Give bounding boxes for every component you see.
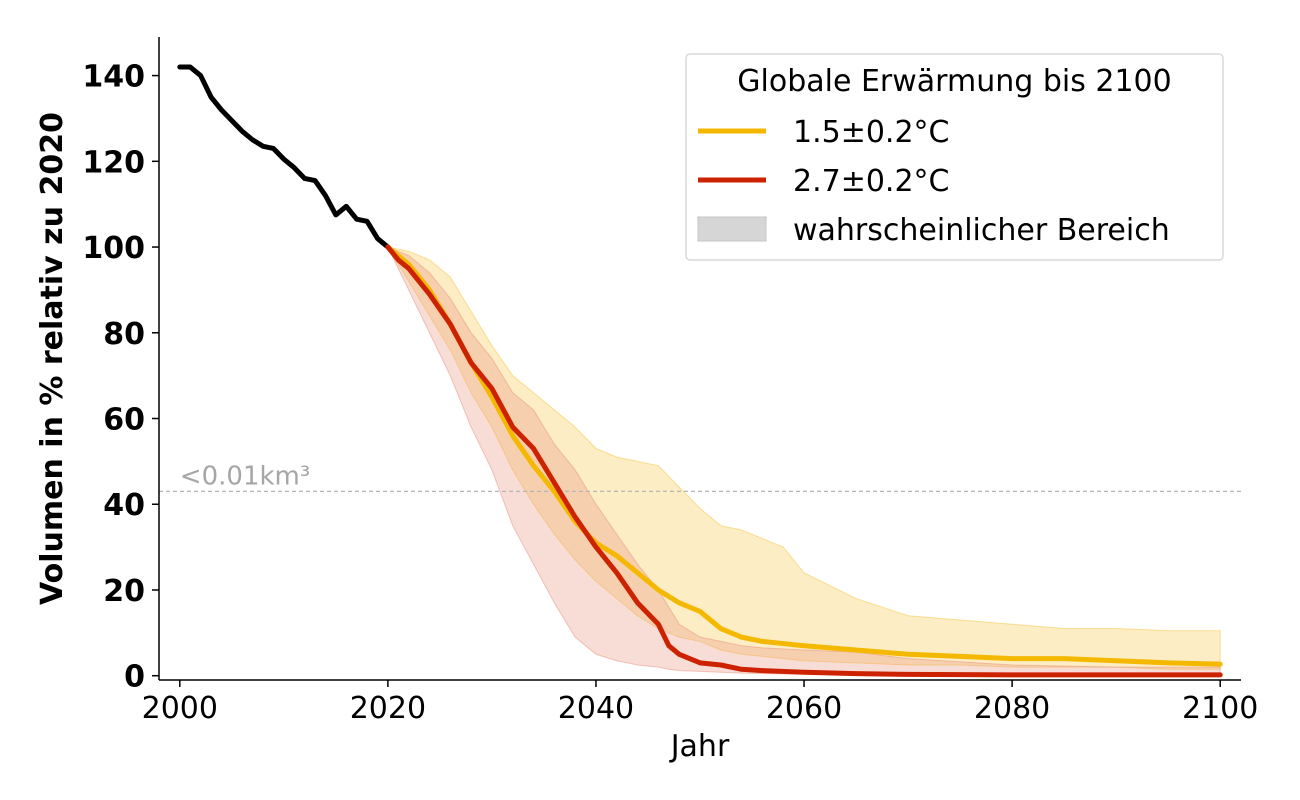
x-tick-label: 2000 xyxy=(142,691,218,726)
band-series-2 xyxy=(386,246,1221,676)
x-tick-label: 2060 xyxy=(766,691,842,726)
legend-label-1: 1.5±0.2°C xyxy=(793,115,950,150)
axes: 2000 2020 2040 2060 2080 2100 020406080100120… xyxy=(35,37,1258,764)
confidence-bands xyxy=(386,246,1221,676)
legend-box xyxy=(685,53,1224,261)
series-lines xyxy=(177,64,1223,678)
x-tick-label: 2040 xyxy=(558,691,634,726)
line-series-2 xyxy=(385,244,1223,678)
y-axis-ticks: 0 20 40 60 80 100 120 140 xyxy=(82,60,159,695)
y-tick-label: 0 xyxy=(124,660,145,695)
x-axis-ticks: 2000 2020 2040 2060 2080 2100 xyxy=(142,680,1258,726)
y-tick-label: 140 xyxy=(82,60,145,95)
y-tick-label: 60 xyxy=(103,403,145,438)
band-series-1 xyxy=(386,246,1221,670)
line-series-1 xyxy=(385,244,1223,667)
line-historical xyxy=(177,64,391,250)
y-tick-label: 120 xyxy=(82,145,145,180)
legend-label-2: 2.7±0.2°C xyxy=(793,164,950,199)
y-tick-label: 80 xyxy=(103,317,145,352)
legend-swatch-3 xyxy=(697,216,767,242)
x-tick-label: 2100 xyxy=(1182,691,1258,726)
x-axis-title: Jahr xyxy=(669,729,730,764)
x-tick-label: 2080 xyxy=(974,691,1050,726)
y-axis-title: Volumen in % relativ zu 2020 xyxy=(35,112,70,605)
legend-label-3: wahrscheinlicher Bereich xyxy=(793,213,1170,248)
legend: Globale Erwärmung bis 2100 1.5±0.2°C 2.7±… xyxy=(685,53,1224,261)
threshold-label: <0.01km³ xyxy=(180,461,310,491)
y-tick-label: 40 xyxy=(103,488,145,523)
x-tick-label: 2020 xyxy=(350,691,426,726)
y-tick-label: 100 xyxy=(82,231,145,266)
y-tick-label: 20 xyxy=(103,574,145,609)
legend-entries: 1.5±0.2°C 2.7±0.2°C wahrscheinlicher Berei… xyxy=(697,115,1170,248)
legend-title: Globale Erwärmung bis 2100 xyxy=(737,64,1171,99)
threshold-layer: <0.01km³ xyxy=(159,461,1241,492)
